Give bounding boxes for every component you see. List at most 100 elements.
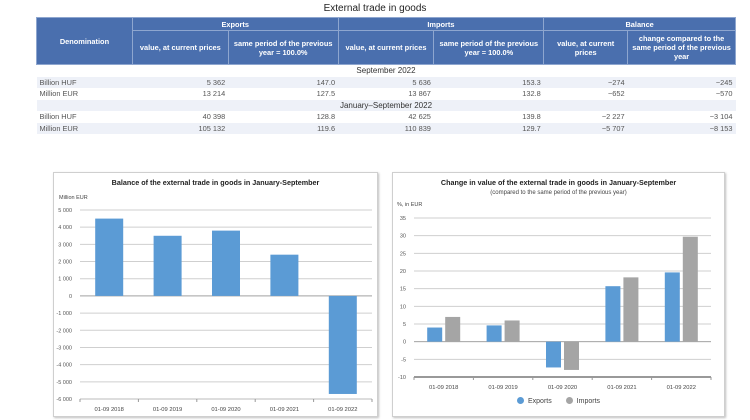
cell: 153.3 (433, 76, 544, 88)
exports-bar (605, 286, 621, 342)
y-tick-label: 1 000 (58, 277, 72, 283)
imports-bar (445, 316, 461, 342)
header-denomination: Denomination (36, 17, 133, 65)
external-trade-table: Denomination Exports Imports Balance val… (36, 17, 736, 134)
cell: 147.0 (228, 76, 339, 88)
header-balance-value: value, at current prices (543, 30, 629, 65)
header-imports-index: same period of the previous year = 100.0… (433, 30, 545, 65)
cell: 139.8 (522, 112, 541, 121)
exports-bar (664, 272, 680, 342)
cell: 132.8 (522, 89, 541, 98)
x-tick-label: 01-09 2018 (95, 407, 124, 413)
cell: −3 104 (709, 112, 733, 121)
section-row: September 2022 (37, 65, 736, 77)
change-chart-ylabel: %, in EUR (397, 202, 423, 208)
x-tick-label: 01-09 2022 (328, 407, 357, 413)
exports-bar (427, 327, 443, 342)
legend-label-imports: Imports (576, 398, 601, 405)
x-tick-label: 01-09 2020 (548, 385, 577, 391)
cell: 110 839 (338, 122, 434, 134)
cell: 42 625 (408, 112, 431, 121)
balance-bar (153, 235, 182, 296)
balance-chart-panel: Balance of the external trade in goods i… (53, 172, 378, 417)
table-row: Billion HUF 5 362 147.0 5 636 153.3 −274… (36, 76, 736, 88)
header-imports: Imports (337, 17, 545, 31)
exports-bar (486, 325, 502, 342)
y-tick-label: -4 000 (56, 363, 72, 369)
legend-item-exports[interactable]: Exports (516, 397, 552, 405)
header-exports-value: value, at current prices (131, 30, 229, 65)
y-tick-label: 30 (400, 234, 406, 240)
y-tick-label: 5 000 (58, 208, 72, 214)
y-tick-label: 2 000 (58, 260, 72, 266)
y-tick-label: 20 (400, 269, 406, 275)
cell: −5 707 (543, 122, 628, 134)
row-unit: Billion HUF (36, 76, 133, 88)
cell: 105 132 (132, 122, 229, 134)
y-tick-label: 35 (400, 216, 406, 222)
y-tick-label: -3 000 (56, 345, 72, 351)
y-tick-label: 0 (403, 340, 406, 346)
change-chart-legend: Exports Imports (393, 397, 724, 405)
y-tick-label: 5 (403, 322, 406, 328)
table-title: External trade in goods (323, 3, 427, 14)
y-tick-label: 15 (400, 287, 406, 293)
table-row: Million EUR 13 214 127.5 13 867 132.8 −6… (37, 88, 736, 100)
y-tick-label: 0 (69, 294, 72, 300)
legend-label-exports: Exports (527, 398, 552, 405)
balance-chart-ylabel: Million EUR (59, 195, 88, 201)
imports-bar (623, 277, 639, 342)
y-tick-label: -6 000 (56, 397, 72, 403)
change-chart-title: Change in value of the external trade in… (440, 178, 677, 187)
cell: −570 (715, 89, 733, 98)
x-tick-label: 01-09 2021 (607, 385, 636, 391)
legend-dot-exports (516, 397, 524, 404)
y-tick-label: -10 (398, 375, 406, 381)
header-exports-index: same period of the previous year = 100.0… (227, 30, 339, 65)
y-tick-label: 10 (400, 304, 406, 310)
row-unit: Million EUR (39, 89, 79, 98)
cell: −8 153 (627, 122, 736, 134)
header-exports: Exports (131, 17, 339, 31)
cell: 128.8 (316, 112, 336, 121)
cell: 129.7 (433, 122, 544, 134)
table-row: Billion HUF 40 398 128.8 42 625 139.8 −2… (37, 111, 736, 123)
cell: −245 (627, 76, 736, 88)
cell: −2 227 (601, 112, 625, 121)
header-balance: Balance (543, 17, 736, 31)
section-label: September 2022 (356, 66, 416, 75)
cell: −652 (607, 89, 625, 98)
x-tick-label: 01-09 2018 (429, 385, 458, 391)
balance-bar (95, 218, 124, 296)
y-tick-label: -5 000 (56, 380, 72, 386)
row-unit: Billion HUF (39, 112, 77, 121)
x-tick-label: 01-09 2019 (488, 385, 517, 391)
balance-chart: 5 000 4 000 3 000 2 000 1 000 0 -1 000 -2 000 -3… (56, 208, 373, 413)
cell: 13 867 (408, 89, 431, 98)
legend-item-imports[interactable]: Imports (565, 397, 601, 405)
cell: 127.5 (316, 89, 336, 98)
change-chart-subtitle: (compared to the same period of the prev… (490, 190, 627, 196)
header-balance-change: change compared to the same period of th… (627, 30, 736, 65)
x-tick-label: 01-09 2020 (211, 407, 240, 413)
change-chart: 35 30 25 20 15 10 5 0 -5 -10 01-09 2018 01-09 2019 0… (398, 216, 712, 391)
row-unit: Million EUR (36, 122, 133, 134)
table-row: Million EUR 105 132 119.6 110 839 129.7 … (36, 122, 736, 134)
section-row: January–September 2022 (36, 99, 736, 111)
x-tick-label: 01-09 2022 (667, 385, 696, 391)
cell: −274 (543, 76, 628, 88)
balance-bar (328, 295, 357, 394)
exports-bar (546, 341, 561, 368)
legend-dot-imports (565, 397, 573, 404)
y-tick-label: 3 000 (58, 242, 72, 248)
cell: 119.6 (228, 122, 339, 134)
cell: 5 636 (338, 76, 434, 88)
imports-bar (682, 236, 698, 342)
imports-bar (564, 341, 579, 370)
imports-bar (504, 320, 520, 342)
cell: 5 362 (132, 76, 229, 88)
y-tick-label: 25 (400, 251, 406, 257)
y-tick-label: -2 000 (56, 328, 72, 334)
change-chart-panel: Change in value of the external trade in… (392, 172, 725, 417)
cell: 40 398 (202, 112, 226, 121)
